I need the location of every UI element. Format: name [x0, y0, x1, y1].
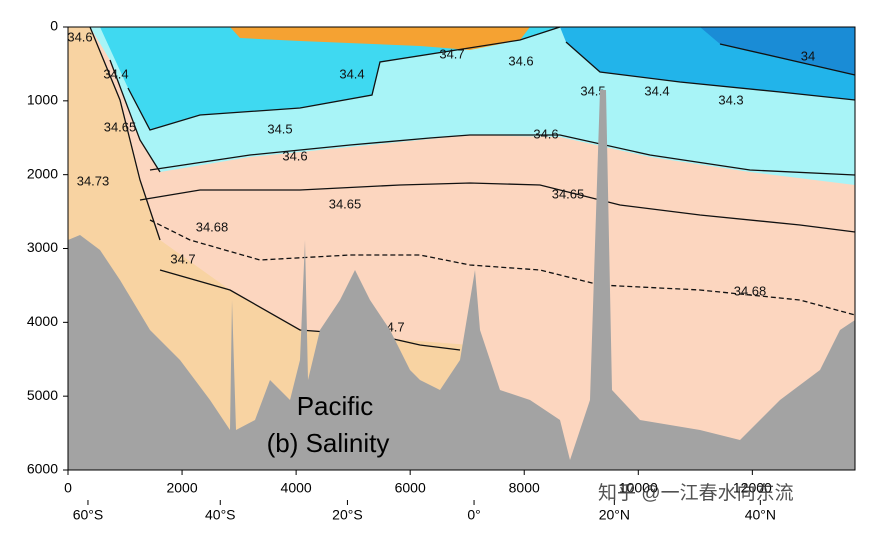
contour-label: 34.5: [580, 83, 605, 98]
y-tick-label: 2000: [27, 165, 58, 181]
contour-line: [89, 26, 161, 241]
contour-line: [127, 26, 561, 131]
contour-label: 34.4: [339, 66, 364, 81]
contour-label: 34.4: [103, 66, 128, 81]
chart-subtitle: (b) Salinity: [267, 428, 390, 458]
fresh-water: [100, 27, 560, 130]
contour-label: 34.7: [439, 46, 464, 61]
contour-label: 34.68: [196, 219, 229, 234]
saline-surface-water: [230, 27, 530, 50]
contour-line: [149, 219, 856, 316]
contour-label: 34.6: [67, 29, 92, 44]
x-tick-label: 2000: [166, 480, 197, 496]
north-freshest-water: [700, 27, 855, 75]
contour-line: [139, 182, 856, 233]
x-tick-label: 8000: [509, 480, 540, 496]
bathymetry: [68, 90, 855, 470]
y-tick-label: 6000: [27, 461, 58, 477]
latitude-tick-label: 60°S: [73, 507, 104, 523]
contour-label: 34.5: [267, 121, 292, 136]
contour-label: 34.6: [533, 126, 558, 141]
contour-label: 34.3: [718, 92, 743, 107]
contour-label: 34.4: [644, 83, 669, 98]
x-tick-label: 10000: [619, 480, 658, 496]
contour-label: 34.65: [329, 196, 362, 211]
contour-line: [149, 134, 856, 176]
x-tick-label: 4000: [281, 480, 312, 496]
latitude-tick-label: 40°N: [745, 507, 776, 523]
y-tick-label: 4000: [27, 313, 58, 329]
latitude-tick-label: 0°: [467, 507, 480, 523]
contour-label: 34.6: [282, 148, 307, 163]
latitude-tick-label: 20°S: [332, 507, 363, 523]
y-tick-label: 1000: [27, 92, 58, 108]
contour-label: 34.65: [552, 186, 585, 201]
x-tick-label: 0: [64, 480, 72, 496]
contour-label: 34.65: [104, 119, 137, 134]
contour-label: 34.68: [734, 283, 767, 298]
chart-title: Pacific: [297, 391, 374, 421]
contour-label: 34.7: [170, 251, 195, 266]
contour-label: 34.73: [77, 173, 110, 188]
latitude-tick-label: 20°N: [599, 507, 630, 523]
watermark: 知乎 @一江春水向东流: [598, 482, 794, 504]
y-tick-label: 0: [50, 18, 58, 34]
latitude-tick-label: 40°S: [205, 507, 236, 523]
contour-label: 34.6: [508, 53, 533, 68]
y-tick-label: 5000: [27, 387, 58, 403]
contour-line: [565, 41, 856, 101]
x-tick-label: 12000: [733, 480, 772, 496]
x-tick-label: 6000: [395, 480, 426, 496]
contour-line: [109, 59, 161, 173]
contour-line: [719, 43, 856, 76]
contour-label: 34: [801, 48, 815, 63]
y-tick-label: 3000: [27, 239, 58, 255]
